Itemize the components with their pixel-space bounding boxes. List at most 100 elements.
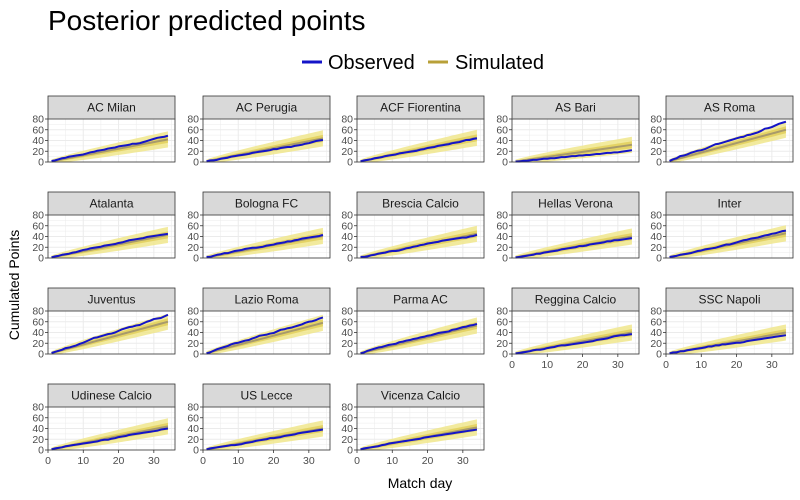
strip-label-brescia-calcio: Brescia Calcio bbox=[382, 197, 459, 211]
y-tick-label: 80 bbox=[496, 306, 508, 318]
y-tick-label: 0 bbox=[38, 157, 44, 169]
y-tick-label: 0 bbox=[193, 445, 199, 457]
observed-line-vicenza-calcio bbox=[360, 428, 478, 451]
y-tick-label: 0 bbox=[656, 253, 662, 265]
x-tick-label: 10 bbox=[232, 455, 244, 467]
strip-label-ac-perugia: AC Perugia bbox=[236, 101, 298, 115]
y-tick-label: 20 bbox=[32, 338, 44, 350]
y-tick-label: 40 bbox=[341, 231, 353, 243]
y-tick-label: 60 bbox=[32, 316, 44, 328]
y-tick-label: 0 bbox=[656, 349, 662, 361]
y-tick-label: 20 bbox=[496, 338, 508, 350]
observed-line-inter bbox=[669, 229, 787, 258]
y-tick-label: 40 bbox=[187, 327, 199, 339]
y-tick-label: 60 bbox=[341, 124, 353, 136]
x-tick-label: 0 bbox=[45, 455, 51, 467]
y-tick-label: 0 bbox=[502, 349, 508, 361]
y-tick-label: 80 bbox=[187, 306, 199, 318]
y-tick-label: 40 bbox=[341, 135, 353, 147]
simulated-median-as-bari bbox=[515, 143, 633, 163]
observed-line-atalanta bbox=[51, 232, 169, 259]
y-tick-label: 40 bbox=[32, 231, 44, 243]
y-tick-label: 60 bbox=[187, 124, 199, 136]
y-tick-label: 0 bbox=[38, 445, 44, 457]
y-axis-title: Cumulated Points bbox=[6, 230, 22, 341]
x-tick-label: 30 bbox=[457, 455, 469, 467]
y-tick-label: 80 bbox=[187, 114, 199, 126]
x-tick-label: 0 bbox=[663, 359, 669, 371]
y-tick-label: 40 bbox=[187, 231, 199, 243]
y-tick-label: 60 bbox=[341, 412, 353, 424]
x-tick-label: 30 bbox=[612, 359, 624, 371]
y-tick-label: 80 bbox=[32, 402, 44, 414]
y-tick-label: 0 bbox=[347, 253, 353, 265]
simulated-median-ac-milan bbox=[51, 138, 169, 163]
chart-title: Posterior predicted points bbox=[48, 5, 366, 36]
y-tick-label: 20 bbox=[341, 434, 353, 446]
y-tick-label: 0 bbox=[193, 349, 199, 361]
y-tick-label: 40 bbox=[32, 327, 44, 339]
y-tick-label: 80 bbox=[32, 210, 44, 222]
observed-line-udinese-calcio bbox=[51, 427, 169, 451]
observed-line-ac-perugia bbox=[206, 138, 324, 163]
y-tick-label: 0 bbox=[502, 253, 508, 265]
observed-line-juventus bbox=[51, 313, 169, 354]
y-tick-label: 20 bbox=[187, 146, 199, 158]
simulated-median-parma-ac bbox=[360, 324, 478, 355]
observed-line-us-lecce bbox=[206, 428, 324, 451]
x-tick-label: 10 bbox=[386, 455, 398, 467]
y-tick-label: 0 bbox=[347, 445, 353, 457]
y-tick-label: 60 bbox=[650, 316, 662, 328]
y-tick-label: 80 bbox=[496, 114, 508, 126]
strip-label-as-roma: AS Roma bbox=[704, 101, 756, 115]
y-tick-label: 20 bbox=[341, 338, 353, 350]
observed-line-ac-milan bbox=[51, 134, 169, 162]
strip-label-vicenza-calcio: Vicenza Calcio bbox=[381, 389, 460, 403]
observed-line-acf-fiorentina bbox=[360, 137, 478, 163]
y-tick-label: 0 bbox=[347, 349, 353, 361]
y-tick-label: 40 bbox=[341, 423, 353, 435]
strip-label-bologna-fc: Bologna FC bbox=[235, 197, 299, 211]
strip-label-acf-fiorentina: ACF Fiorentina bbox=[380, 101, 461, 115]
strip-label-udinese-calcio: Udinese Calcio bbox=[71, 389, 152, 403]
observed-line-as-roma bbox=[669, 120, 787, 162]
y-tick-label: 40 bbox=[187, 135, 199, 147]
y-tick-label: 20 bbox=[496, 146, 508, 158]
x-tick-label: 20 bbox=[577, 359, 589, 371]
y-tick-label: 80 bbox=[32, 306, 44, 318]
observed-line-bologna-fc bbox=[206, 233, 324, 258]
y-tick-label: 40 bbox=[650, 135, 662, 147]
y-tick-label: 60 bbox=[496, 220, 508, 232]
observed-line-ssc-napoli bbox=[669, 334, 787, 355]
strip-label-parma-ac: Parma AC bbox=[393, 293, 448, 307]
y-tick-label: 20 bbox=[650, 242, 662, 254]
observed-line-brescia-calcio bbox=[360, 233, 478, 258]
y-tick-label: 0 bbox=[193, 157, 199, 169]
y-tick-label: 20 bbox=[341, 146, 353, 158]
observed-line-parma-ac bbox=[360, 322, 478, 355]
y-tick-label: 20 bbox=[187, 338, 199, 350]
x-tick-label: 0 bbox=[509, 359, 515, 371]
strip-label-as-bari: AS Bari bbox=[555, 101, 596, 115]
y-tick-label: 20 bbox=[32, 146, 44, 158]
y-tick-label: 80 bbox=[341, 306, 353, 318]
y-tick-label: 60 bbox=[187, 412, 199, 424]
y-tick-label: 0 bbox=[38, 349, 44, 361]
y-tick-label: 0 bbox=[502, 157, 508, 169]
y-tick-label: 60 bbox=[187, 220, 199, 232]
y-tick-label: 0 bbox=[193, 253, 199, 265]
y-tick-label: 80 bbox=[650, 306, 662, 318]
y-tick-label: 40 bbox=[496, 231, 508, 243]
